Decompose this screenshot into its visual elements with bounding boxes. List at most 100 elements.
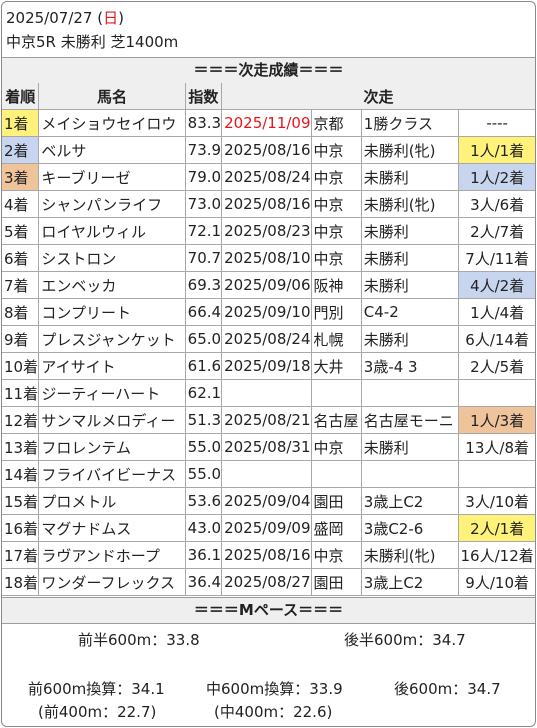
table-row: 2着 ベルサ 73.9 2025/08/16 中京 未勝利(牝) 1人/1着 <box>2 136 535 164</box>
col-rank: 着順 <box>2 83 40 110</box>
next-race-class-cell <box>360 460 460 488</box>
next-race-result-cell: 3人/10着 <box>458 487 535 515</box>
next-race-date-cell: 2025/08/27 <box>221 568 312 596</box>
rank-cell: 17着 <box>2 541 40 569</box>
race-title: 中京5R 未勝利 芝1400m <box>6 33 179 51</box>
index-cell: 61.6 <box>184 352 223 380</box>
next-race-date-cell: 2025/08/31 <box>221 433 312 461</box>
table-row: 9着 プレスジャンケット 65.0 2025/08/24 札幌 未勝利 6人/14着 <box>2 325 535 353</box>
next-race-result-cell: 9人/10着 <box>458 568 535 596</box>
next-race-venue-cell: 中京 <box>310 217 362 245</box>
table-row: 6着 シストロン 70.7 2025/08/10 中京 未勝利 7人/11着 <box>2 244 535 272</box>
col-next: 次走 <box>221 83 535 110</box>
next-race-venue-cell: 園田 <box>310 568 362 596</box>
rank-cell: 3着 <box>2 163 40 191</box>
next-race-venue-cell: 京都 <box>310 109 362 137</box>
next-race-class-cell: 3歳上C2 <box>360 568 460 596</box>
next-race-result-cell: 1人/2着 <box>458 163 535 191</box>
table-row: 17着 ラヴアンドホープ 36.1 2025/08/16 中京 未勝利(牝) 16人/12着 <box>2 541 535 569</box>
rank-cell: 14着 <box>2 460 40 488</box>
rank-cell: 11着 <box>2 379 40 407</box>
next-race-result-cell: 7人/11着 <box>458 244 535 272</box>
rank-cell: 2着 <box>2 136 40 164</box>
next-race-result-cell: 1人/4着 <box>458 298 535 326</box>
rank-cell: 9着 <box>2 325 40 353</box>
rank-cell: 10着 <box>2 352 40 380</box>
next-race-date-cell: 2025/09/06 <box>221 271 312 299</box>
next-race-result-cell: 2人/5着 <box>458 352 535 380</box>
pace-section-title: ＝＝＝Mペース＝＝＝ <box>2 597 535 624</box>
next-race-date-cell: 2025/11/09 <box>221 109 312 137</box>
rank-cell: 18着 <box>2 568 40 596</box>
rank-cell: 4着 <box>2 190 40 218</box>
next-race-class-cell: C4-2 <box>360 298 460 326</box>
late-600-pace: 後600m：34.7 <box>394 680 501 698</box>
mid-400-pace: (中400m：22.6) <box>214 703 333 721</box>
next-race-date-cell: 2025/08/21 <box>221 406 312 434</box>
day-of-week: (日) <box>97 9 124 27</box>
rank-cell: 7着 <box>2 271 40 299</box>
horse-name-cell: コンプリート <box>38 298 186 326</box>
col-index: 指数 <box>184 83 223 110</box>
next-race-class-cell: 未勝利 <box>360 433 460 461</box>
index-cell: 69.3 <box>184 271 223 299</box>
table-row: 8着 コンプリート 66.4 2025/09/10 門別 C4-2 1人/4着 <box>2 298 535 326</box>
horse-name-cell: プレスジャンケット <box>38 325 186 353</box>
next-race-result-cell: 1人/3着 <box>458 406 535 434</box>
table-row: 15着 プロメトル 53.6 2025/09/04 園田 3歳上C2 3人/10着 <box>2 487 535 515</box>
rank-cell: 6着 <box>2 244 40 272</box>
index-cell: 65.0 <box>184 325 223 353</box>
next-race-section-title: ＝＝＝次走成績＝＝＝ <box>2 57 535 84</box>
next-race-result-cell <box>458 379 535 407</box>
index-cell: 43.0 <box>184 514 223 542</box>
horse-name-cell: メイショウセイロウ <box>38 109 186 137</box>
results-table: 着順 馬名 指数 次走 1着 メイショウセイロウ 83.3 2025/11/09 京都 1… <box>2 83 535 596</box>
horse-name-cell: キーブリーゼ <box>38 163 186 191</box>
horse-name-cell: ジーティーハート <box>38 379 186 407</box>
rank-cell: 1着 <box>2 109 40 137</box>
second-half-pace: 後半600m：34.7 <box>344 631 466 649</box>
next-race-venue-cell: 阪神 <box>310 271 362 299</box>
next-race-venue-cell: 園田 <box>310 487 362 515</box>
index-cell: 73.0 <box>184 190 223 218</box>
next-race-date-cell: 2025/08/24 <box>221 163 312 191</box>
next-race-venue-cell: 大井 <box>310 352 362 380</box>
table-row: 4着 シャンパンライフ 73.0 2025/08/16 中京 未勝利(牝) 3人/6着 <box>2 190 535 218</box>
next-race-class-cell: 未勝利(牝) <box>360 136 460 164</box>
next-race-class-cell: 3歳-4 3 <box>360 352 460 380</box>
col-horse: 馬名 <box>38 83 186 110</box>
index-cell: 55.0 <box>184 460 223 488</box>
next-race-result-cell: 2人/1着 <box>458 514 535 542</box>
next-race-class-cell: 3歳上C2 <box>360 487 460 515</box>
next-race-class-cell: 未勝利 <box>360 271 460 299</box>
next-race-result-cell: 6人/14着 <box>458 325 535 353</box>
horse-name-cell: フロレンテム <box>38 433 186 461</box>
next-race-venue-cell: 門別 <box>310 298 362 326</box>
table-row: 18着 ワンダーフレックス 36.4 2025/08/27 園田 3歳上C2 9人/10着 <box>2 568 535 596</box>
next-race-result-cell: 1人/1着 <box>458 136 535 164</box>
early-600-pace: 前600m換算：34.1 <box>28 680 165 698</box>
index-cell: 70.7 <box>184 244 223 272</box>
next-race-class-cell: 名古屋モーニ <box>360 406 460 434</box>
next-race-date-cell: 2025/09/04 <box>221 487 312 515</box>
next-race-venue-cell: 中京 <box>310 136 362 164</box>
next-race-date-cell <box>221 460 312 488</box>
next-race-date-cell: 2025/09/09 <box>221 514 312 542</box>
horse-name-cell: シャンパンライフ <box>38 190 186 218</box>
next-race-date-cell: 2025/08/16 <box>221 190 312 218</box>
next-race-date-cell: 2025/09/18 <box>221 352 312 380</box>
next-race-result-cell: 16人/12着 <box>458 541 535 569</box>
table-row: 13着 フロレンテム 55.0 2025/08/31 中京 未勝利 13人/8着 <box>2 433 535 461</box>
race-header: 2025/07/27 (日) 中京5R 未勝利 芝1400m <box>6 6 178 54</box>
next-race-venue-cell: 中京 <box>310 433 362 461</box>
index-cell: 51.3 <box>184 406 223 434</box>
next-race-result-cell: 2人/7着 <box>458 217 535 245</box>
horse-name-cell: ロイヤルウィル <box>38 217 186 245</box>
table-row: 10着 アイサイト 61.6 2025/09/18 大井 3歳-4 3 2人/5着 <box>2 352 535 380</box>
horse-name-cell: ラヴアンドホープ <box>38 541 186 569</box>
index-cell: 72.1 <box>184 217 223 245</box>
next-race-venue-cell: 中京 <box>310 190 362 218</box>
next-race-result-cell: ---- <box>458 109 535 137</box>
next-race-class-cell: 未勝利 <box>360 325 460 353</box>
next-race-date-cell: 2025/08/16 <box>221 136 312 164</box>
